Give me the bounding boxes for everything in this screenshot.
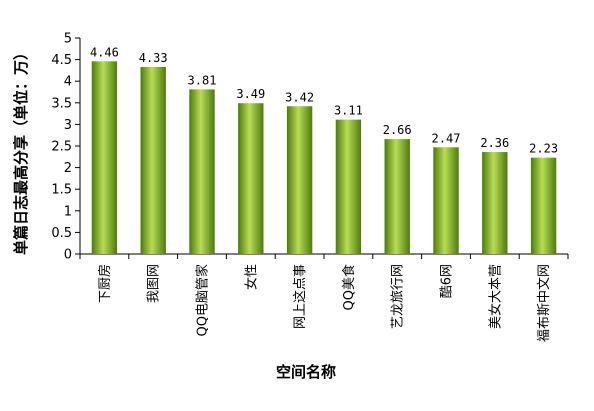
y-tick-label: 1: [64, 204, 72, 219]
y-tick-label: 1.5: [51, 183, 72, 198]
bar: [335, 119, 362, 254]
bar: [140, 66, 166, 254]
category-label: QQ美食: [341, 264, 357, 310]
x-axis-title: 空间名称: [276, 363, 336, 381]
bar: [189, 89, 215, 255]
category-label: QQ电脑管家: [195, 264, 211, 336]
bar: [433, 147, 459, 254]
bar: [91, 61, 118, 254]
data-label: 3.49: [236, 87, 265, 101]
y-tick-label: 2: [64, 161, 72, 176]
y-tick-label: 4: [64, 75, 72, 90]
bar: [384, 139, 410, 254]
data-label: 4.33: [139, 51, 168, 65]
bar: [286, 106, 313, 254]
y-tick-label: 0: [64, 248, 72, 263]
category-label: 下厨房: [97, 264, 113, 303]
y-tick-label: 5: [64, 32, 72, 47]
category-label: 酷6网: [440, 264, 455, 298]
category-label: 美女大本营: [487, 264, 503, 329]
category-label: 女性: [243, 264, 259, 290]
bar: [482, 152, 508, 254]
data-label: 3.42: [285, 90, 314, 104]
category-label: 艺龙旅行网: [391, 264, 406, 329]
category-label: 我图网: [147, 264, 162, 303]
data-label: 2.47: [432, 131, 461, 145]
y-tick-label: 0.5: [51, 226, 72, 241]
y-tick-label: 4.5: [51, 53, 72, 68]
data-label: 4.46: [90, 45, 119, 59]
category-label: 网上这点事: [292, 264, 308, 329]
data-label: 2.66: [383, 123, 412, 137]
data-label: 2.36: [480, 136, 509, 150]
y-tick-label: 3: [64, 118, 72, 133]
data-label: 3.81: [188, 73, 217, 87]
bar: [530, 157, 557, 254]
category-label: 福布斯中文网: [537, 264, 552, 342]
data-label: 3.11: [334, 104, 363, 118]
bar: [238, 103, 264, 255]
y-axis-title: 单篇日志最高分享（单位：万）: [12, 45, 30, 255]
y-tick-label: 3.5: [51, 96, 72, 111]
data-label: 2.23: [529, 142, 558, 156]
y-tick-label: 2.5: [51, 140, 72, 155]
